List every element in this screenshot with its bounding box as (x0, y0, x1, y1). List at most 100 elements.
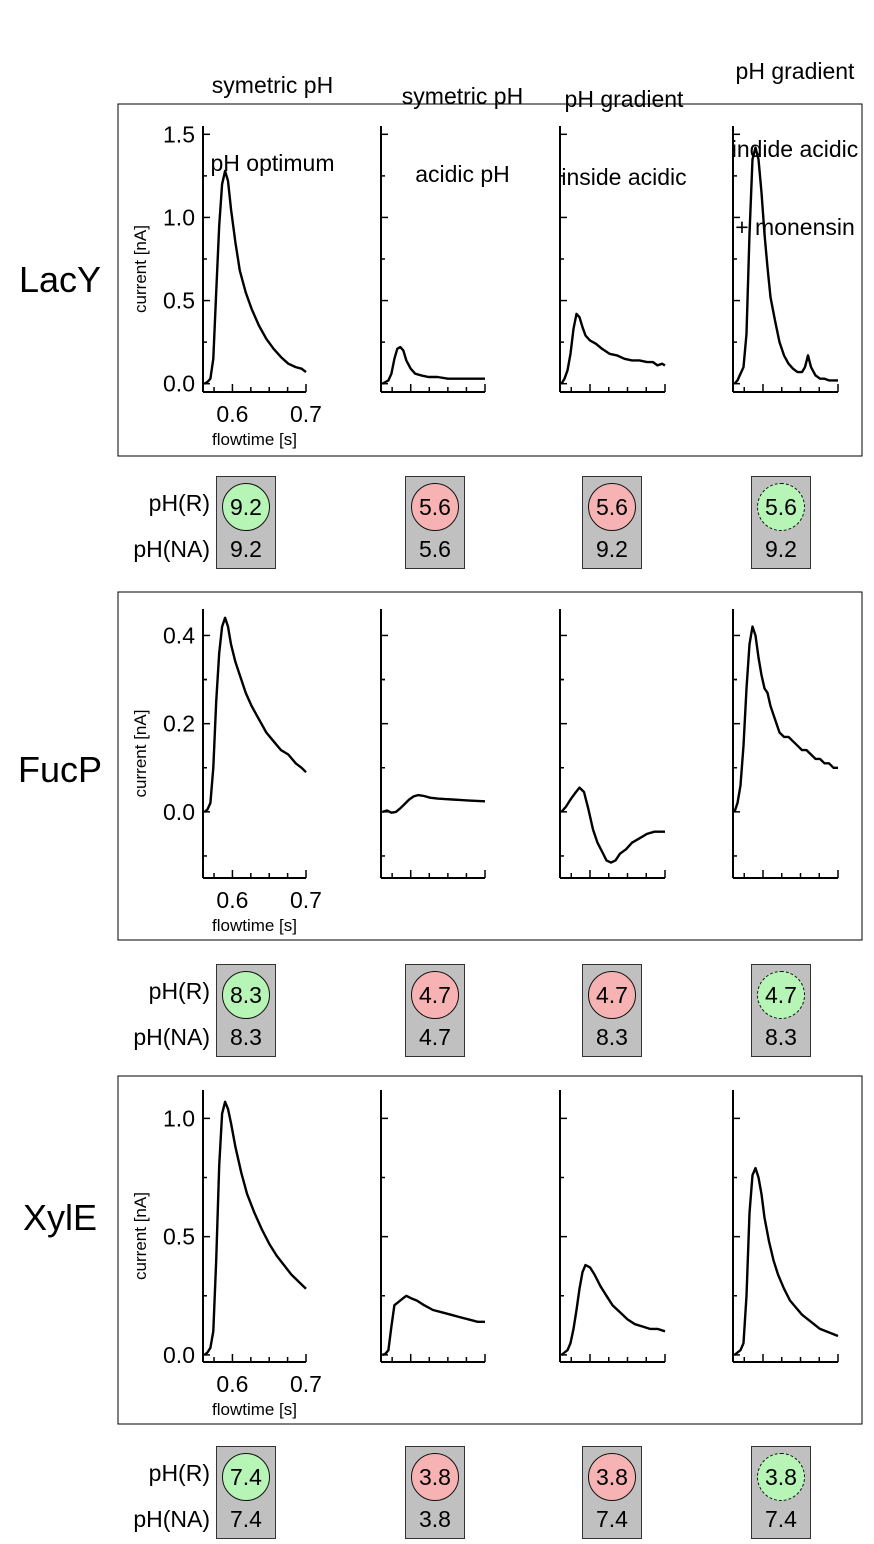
y-axis-label: current [nA] (131, 225, 150, 313)
y-tick-label: 0.5 (163, 288, 195, 314)
chart-row-fucp: FucP 0.0 0.2 0.4 0.6 0.7 flowtime [s] current [… (18, 591, 863, 941)
y-tick-label: 1.5 (163, 121, 195, 147)
column-header-4-line-3: + monensin (735, 214, 855, 240)
ph-box: 3.8 7.4 (582, 1446, 642, 1539)
current-trace (203, 616, 307, 813)
ph-r-value: 5.6 (411, 483, 459, 531)
plot-xyle-col-2 (380, 1090, 486, 1363)
x-axis-label: flowtime [s] (212, 430, 297, 449)
ph-box: 5.6 9.2 (582, 476, 642, 569)
column-header-3: pH gradient inside acidic (548, 34, 700, 216)
column-header-2-line-1: symetric pH (401, 83, 524, 109)
y-tick-label: 0.0 (163, 799, 195, 825)
ph-r-value: 8.3 (222, 971, 270, 1019)
ph-label-group: pH(R) pH(NA) (100, 962, 210, 1062)
y-tick-label: 0.2 (163, 711, 195, 737)
plot-xyle-col-3 (559, 1090, 666, 1363)
ph-box: 7.4 7.4 (216, 1446, 276, 1539)
plot-lacy-col-2 (380, 126, 486, 393)
column-header-1-line-1: symetric pH (211, 72, 334, 98)
y-tick-label: 0.4 (163, 622, 195, 648)
ph-box: 4.7 4.7 (405, 964, 465, 1057)
x-tick-label: 0.7 (290, 1371, 322, 1397)
y-axis-label: current [nA] (131, 1192, 150, 1280)
plot-lacy-col-1: 0.0 0.5 1.0 1.5 0.6 0.7 flowtime [s] current [n… (131, 121, 322, 449)
ph-na-value: 9.2 (596, 536, 628, 562)
current-trace (382, 1294, 485, 1357)
x-tick-label: 0.7 (290, 887, 322, 913)
plot-xyle-col-4 (732, 1090, 839, 1363)
ph-box: 4.7 8.3 (751, 964, 811, 1057)
ph-r-value: 9.2 (222, 483, 270, 531)
column-header-1-line-2: pH optimum (210, 150, 335, 176)
ph-na-value: 7.4 (596, 1506, 628, 1532)
ph-na-value: 9.2 (765, 536, 797, 562)
x-tick-label: 0.6 (216, 887, 248, 913)
ph-na-value: 3.8 (419, 1506, 451, 1532)
y-tick-label: 0.0 (163, 1342, 195, 1368)
ph-r-value: 5.6 (588, 483, 636, 531)
panel-frame (117, 591, 863, 941)
ph-r-value: 3.8 (411, 1453, 459, 1501)
x-tick-label: 0.6 (216, 1371, 248, 1397)
plot-fucp-col-3 (559, 609, 666, 879)
ph-row-fucp: pH(R) pH(NA) 8.3 8.3 4.7 4.7 4.7 8.3 4.7 8.3 (0, 962, 874, 1062)
ph-r-label: pH(R) (148, 1460, 210, 1486)
x-tick-label: 0.6 (216, 401, 248, 427)
y-tick-label: 0.5 (163, 1224, 195, 1250)
ph-r-value: 3.8 (588, 1453, 636, 1501)
ph-na-value: 4.7 (419, 1024, 451, 1050)
chart-row-xyle: XylE 0.0 0.5 1.0 0.6 0.7 flowtime [s] current [… (23, 1075, 863, 1425)
column-header-2: symetric pH acidic pH (390, 31, 535, 213)
current-trace (560, 312, 666, 385)
ph-na-label: pH(NA) (133, 1024, 210, 1050)
plot-lacy-col-3 (559, 126, 666, 393)
ph-r-value: 7.4 (222, 1453, 270, 1501)
y-axis-label: current [nA] (131, 710, 150, 798)
current-trace (382, 793, 486, 814)
y-tick-label: 1.0 (163, 204, 195, 230)
plot-xyle-col-1: 0.0 0.5 1.0 0.6 0.7 flowtime [s] current [nA] (131, 1090, 322, 1419)
current-trace (733, 1166, 839, 1356)
current-trace (560, 1263, 666, 1356)
column-header-1: symetric pH pH optimum (200, 20, 345, 202)
ph-r-value: 3.8 (757, 1453, 805, 1501)
ph-box: 9.2 9.2 (216, 476, 276, 569)
current-trace (560, 786, 665, 864)
ph-box: 5.6 5.6 (405, 476, 465, 569)
ph-r-label: pH(R) (148, 978, 210, 1004)
panel-frame (117, 1075, 863, 1425)
column-header-4-line-1: pH gradient (735, 58, 855, 84)
ph-na-value: 5.6 (419, 536, 451, 562)
ph-r-value: 4.7 (588, 971, 636, 1019)
plot-lacy-col-4 (732, 126, 839, 393)
ph-na-value: 9.2 (230, 536, 262, 562)
protein-label: LacY (19, 259, 101, 300)
column-header-3-line-1: pH gradient (564, 86, 684, 112)
ph-label-group: pH(R) pH(NA) (100, 474, 210, 574)
ph-row-xyle: pH(R) pH(NA) 7.4 7.4 3.8 3.8 3.8 7.4 3.8 7.4 (0, 1444, 874, 1544)
panel-frame (117, 103, 863, 457)
current-trace (733, 146, 838, 385)
y-tick-label: 1.0 (163, 1105, 195, 1131)
ph-na-label: pH(NA) (133, 536, 210, 562)
plot-fucp-col-2 (380, 609, 486, 879)
current-trace (733, 625, 838, 813)
ph-box: 3.8 3.8 (405, 1446, 465, 1539)
plot-fucp-col-4 (732, 609, 839, 879)
ph-r-value: 5.6 (757, 483, 805, 531)
ph-box: 4.7 8.3 (582, 964, 642, 1057)
ph-na-value: 8.3 (230, 1024, 262, 1050)
ph-label-group: pH(R) pH(NA) (100, 1444, 210, 1544)
ph-r-label: pH(R) (148, 490, 210, 516)
column-header-3-line-2: inside acidic (561, 164, 687, 190)
chart-row-lacy: LacY 0.0 0.5 1.0 1.5 0.6 0.7 flowtime [s] curren… (19, 103, 863, 457)
ph-na-value: 7.4 (765, 1506, 797, 1532)
ph-row-lacy: pH(R) pH(NA) 9.2 9.2 5.6 5.6 5.6 9.2 5.6 9.2 (0, 474, 874, 574)
ph-box: 3.8 7.4 (751, 1446, 811, 1539)
protein-label: FucP (18, 749, 102, 790)
current-trace (203, 169, 307, 385)
ph-na-value: 8.3 (596, 1024, 628, 1050)
x-axis-label: flowtime [s] (212, 916, 297, 935)
